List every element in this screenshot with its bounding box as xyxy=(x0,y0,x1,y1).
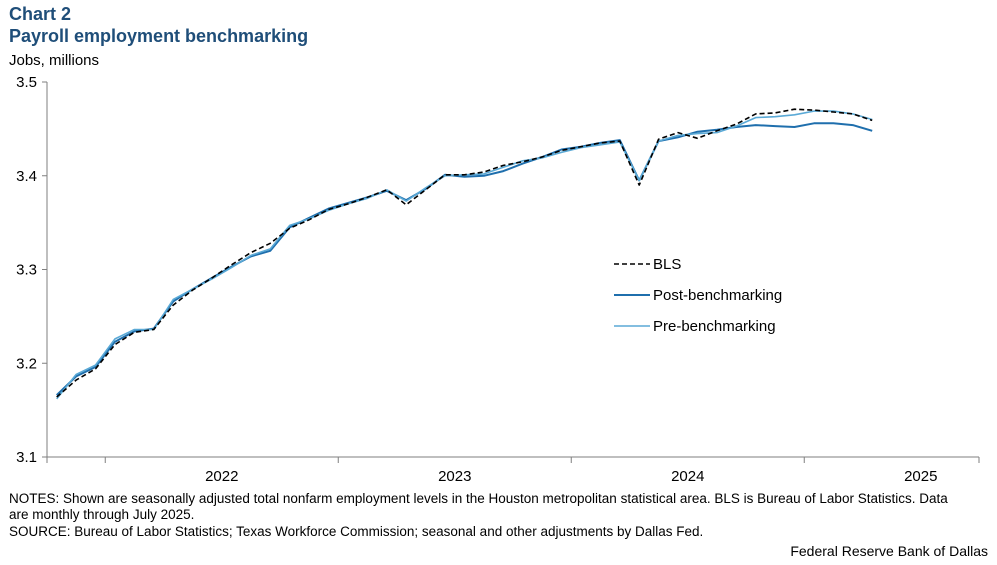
legend-label: BLS xyxy=(653,256,681,273)
credit: Federal Reserve Bank of Dallas xyxy=(790,543,988,559)
axes: 3.1 3.2 3.3 3.4 3.5 2022 2023 2024 2025 xyxy=(16,74,980,485)
y-tick-label: 3.3 xyxy=(16,262,37,279)
source: SOURCE: Bureau of Labor Statistics; Texa… xyxy=(9,524,704,539)
chart-number: Chart 2 xyxy=(9,4,72,24)
x-tick-label: 2023 xyxy=(438,468,471,485)
series-line-pre-benchmarking xyxy=(56,110,873,400)
y-tick-label: 3.1 xyxy=(16,449,37,466)
series-line-bls xyxy=(56,108,873,398)
legend: BLS Post-benchmarking Pre-benchmarking xyxy=(614,256,782,335)
y-tick-label: 3.2 xyxy=(16,355,37,372)
x-tick-label: 2022 xyxy=(205,468,238,485)
series-layer xyxy=(56,108,873,400)
notes: NOTES: Shown are seasonally adjusted tot… xyxy=(9,491,948,522)
legend-label: Pre-benchmarking xyxy=(653,318,776,335)
series-line-post-benchmarking xyxy=(56,122,873,396)
legend-label: Post-benchmarking xyxy=(653,287,782,304)
y-axis-units: Jobs, millions xyxy=(9,52,100,69)
chart-title: Payroll employment benchmarking xyxy=(9,26,309,46)
x-tick-label: 2024 xyxy=(671,468,704,485)
y-tick-label: 3.5 xyxy=(16,74,37,91)
x-tick-label: 2025 xyxy=(904,468,937,485)
y-tick-label: 3.4 xyxy=(16,168,37,185)
